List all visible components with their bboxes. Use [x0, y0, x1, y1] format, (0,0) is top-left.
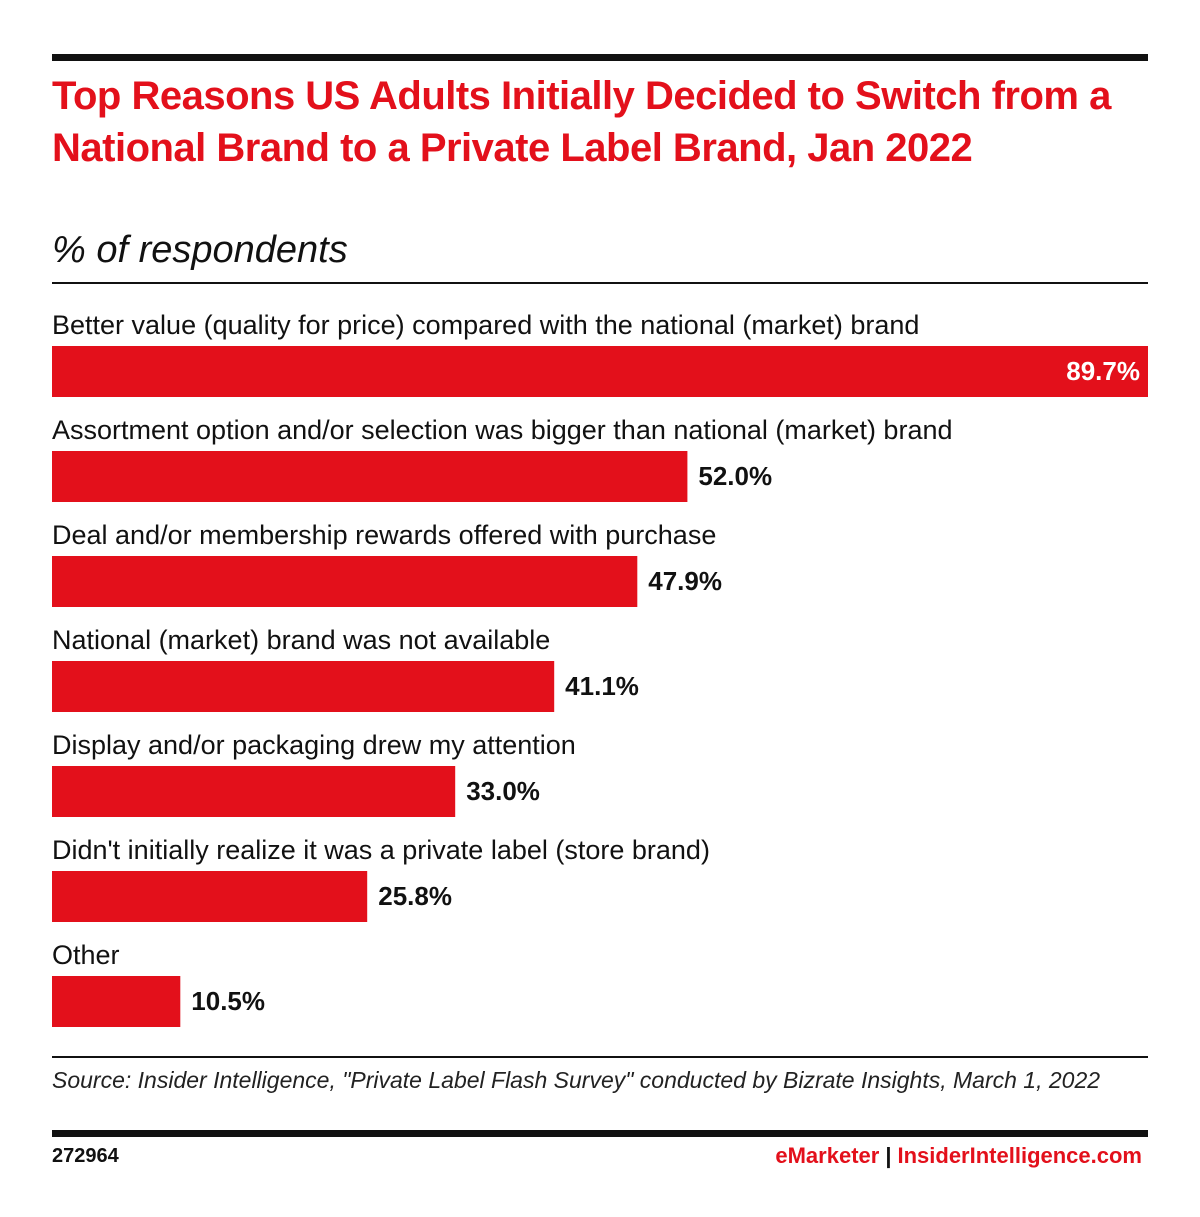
value-label: 41.1% [565, 671, 639, 701]
chart-subtitle: % of respondents [52, 229, 348, 271]
category-label: Didn't initially realize it was a privat… [52, 835, 710, 865]
source-divider [52, 1056, 1148, 1058]
bar [52, 661, 555, 712]
bar [52, 556, 638, 607]
chart-title: Top Reasons US Adults Initially Decided … [52, 74, 1111, 170]
value-label: 47.9% [648, 566, 722, 596]
category-label: Better value (quality for price) compare… [52, 310, 919, 340]
value-label: 52.0% [698, 461, 772, 491]
bar [52, 451, 688, 502]
brand-emarketer[interactable]: eMarketer [775, 1143, 880, 1168]
category-label: Display and/or packaging drew my attenti… [52, 730, 576, 760]
brand-block: eMarketer | InsiderIntelligence.com [775, 1143, 1142, 1169]
category-label: Deal and/or membership rewards offered w… [52, 520, 716, 550]
title-divider [52, 282, 1148, 284]
chart-id: 272964 [52, 1145, 119, 1167]
brand-insider-link[interactable]: InsiderIntelligence.com [897, 1143, 1142, 1168]
bar [52, 976, 181, 1027]
footer-rule [52, 1130, 1148, 1137]
value-label: 10.5% [191, 986, 265, 1016]
value-label: 33.0% [466, 776, 540, 806]
brand-separator: | [885, 1143, 892, 1168]
category-label: Other [52, 940, 120, 970]
value-label: 25.8% [378, 881, 452, 911]
bar [52, 346, 1148, 397]
value-label: 89.7% [1066, 356, 1140, 386]
source-note: Source: Insider Intelligence, "Private L… [52, 1067, 1101, 1093]
category-label: National (market) brand was not availabl… [52, 625, 550, 655]
bar [52, 766, 456, 817]
category-label: Assortment option and/or selection was b… [52, 415, 953, 445]
bar [52, 871, 368, 922]
top-rule [52, 54, 1148, 61]
